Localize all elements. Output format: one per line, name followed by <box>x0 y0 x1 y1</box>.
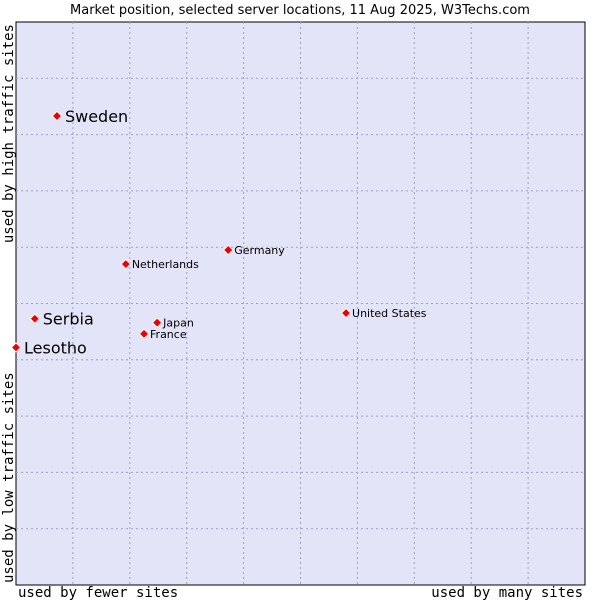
x-axis-label-right: used by many sites <box>431 585 583 600</box>
x-axis-label-left: used by fewer sites <box>18 585 178 600</box>
point-marker-united-states <box>340 308 352 319</box>
point-marker-netherlands <box>120 259 131 270</box>
point-label-france: France <box>150 328 187 341</box>
point-label-lesotho: Lesotho <box>24 338 87 357</box>
y-axis-label-top: used by high traffic sites <box>1 24 17 243</box>
point-marker-japan <box>152 317 163 328</box>
point-label-netherlands: Netherlands <box>132 258 199 271</box>
chart-title: Market position, selected server locatio… <box>70 3 530 18</box>
point-marker-lesotho <box>10 342 22 353</box>
point-marker-sweden <box>51 110 63 122</box>
data-points: Sweden Germany Netherlands United States Ser… <box>10 107 427 357</box>
point-label-japan: Japan <box>162 317 194 330</box>
grid-lines <box>16 22 585 585</box>
point-label-sweden: Sweden <box>65 107 128 126</box>
point-label-united-states: United States <box>352 307 427 320</box>
point-marker-france <box>138 328 150 339</box>
point-label-serbia: Serbia <box>43 310 94 329</box>
point-marker-germany <box>223 244 234 256</box>
y-axis-label-bottom: used by low traffic sites <box>1 372 17 583</box>
point-label-germany: Germany <box>234 244 285 257</box>
point-marker-serbia <box>29 313 40 324</box>
